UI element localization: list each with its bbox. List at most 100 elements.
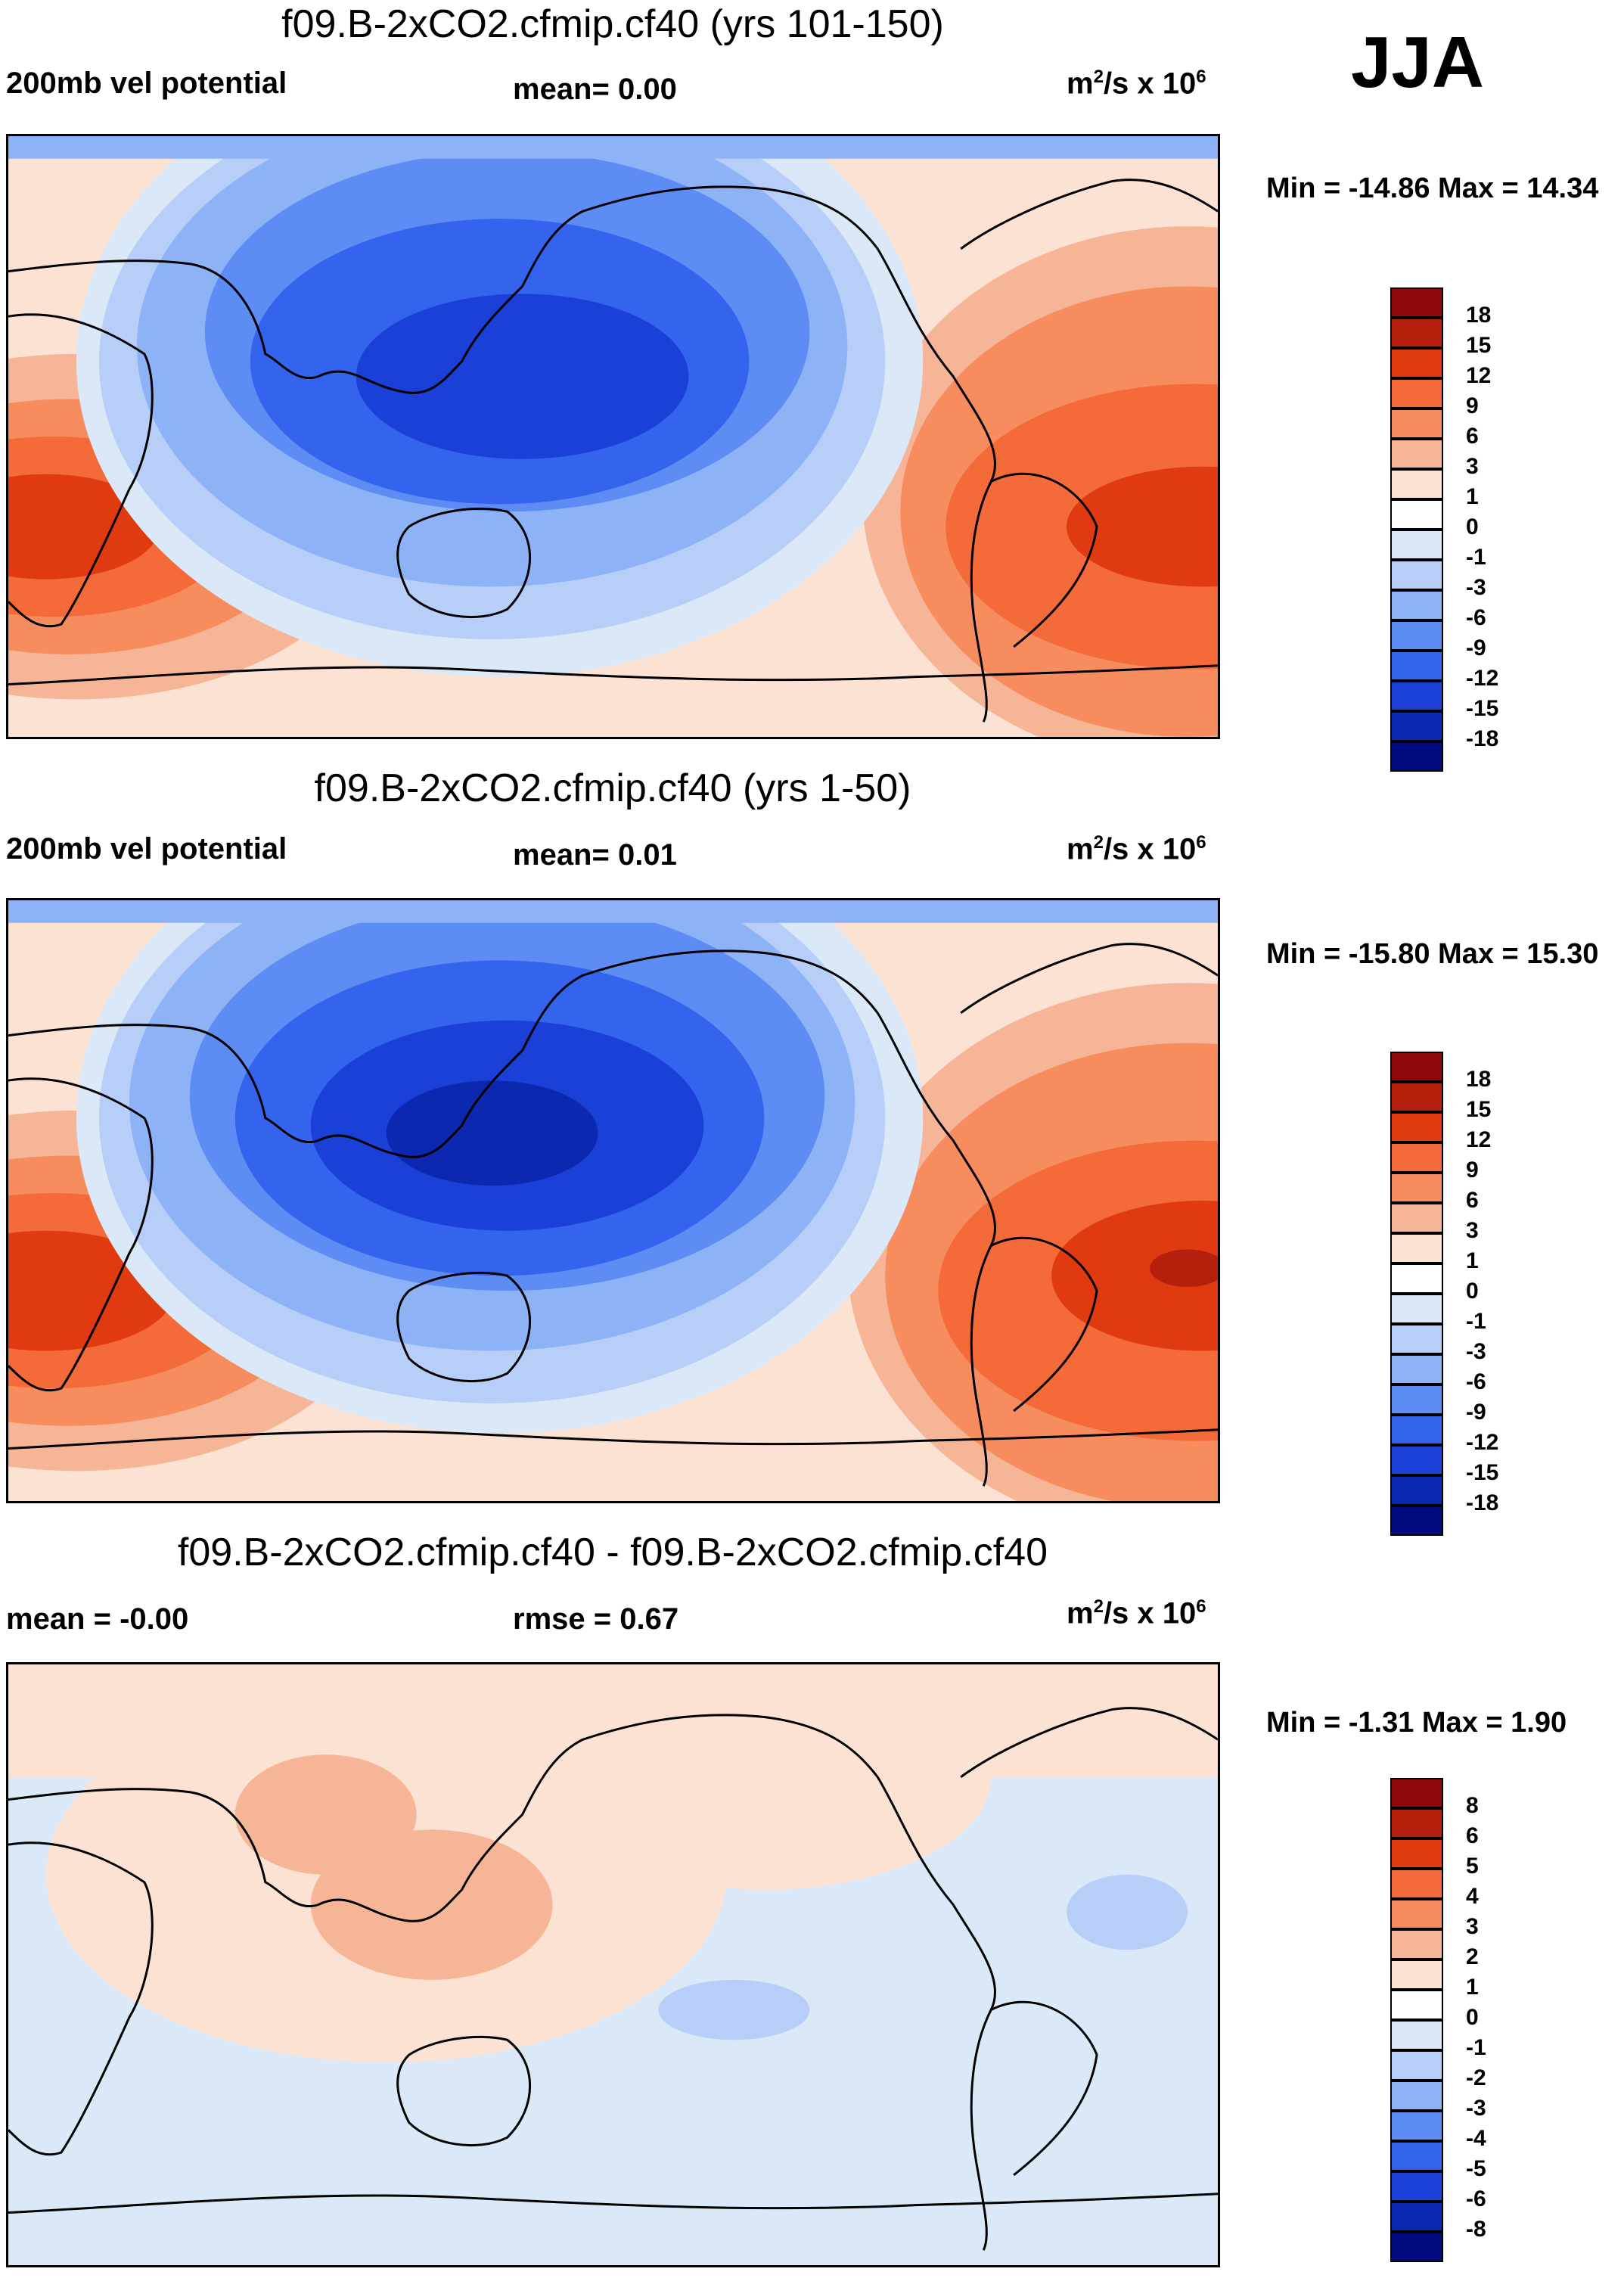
colorbar-tick: 12: [1466, 363, 1492, 388]
colorbar-tick: 9: [1466, 1158, 1479, 1183]
colorbar-tick: 0: [1466, 2005, 1479, 2030]
colorbar-swatch: [1390, 1445, 1443, 1475]
colorbar-tick: -18: [1466, 1490, 1499, 1515]
colorbar-tick: 15: [1466, 333, 1492, 358]
panel-2-map: [6, 898, 1220, 1503]
panel-2-title: f09.B-2xCO2.cfmip.cf40 (yrs 1-50): [314, 766, 911, 810]
colorbar-swatch: [1390, 1869, 1443, 1899]
colorbar-swatch: [1390, 741, 1443, 772]
colorbar-swatch: [1390, 1899, 1443, 1929]
colorbar-swatch: [1390, 378, 1443, 409]
colorbar-swatch: [1390, 1354, 1443, 1385]
panel-1-units: m2/s x 106: [1067, 67, 1206, 101]
colorbar-swatch: [1390, 711, 1443, 741]
colorbar-tick: 18: [1466, 1067, 1492, 1092]
colorbar-swatch: [1390, 1142, 1443, 1173]
colorbar-tick: -1: [1466, 2035, 1486, 2060]
colorbar-tick: -3: [1466, 575, 1486, 600]
colorbar-tick: 18: [1466, 303, 1492, 328]
panel-3-title: f09.B-2xCO2.cfmip.cf40 - f09.B-2xCO2.cfm…: [177, 1531, 1048, 1574]
colorbar-swatch: [1390, 681, 1443, 711]
panel-1-field-label: 200mb vel potential: [6, 67, 287, 100]
colorbar-swatch: [1390, 2141, 1443, 2171]
colorbar-swatch: [1390, 620, 1443, 651]
panel-3-rmse-label: rmse = 0.67: [513, 1602, 679, 1636]
panel-2-units: m2/s x 106: [1067, 832, 1206, 866]
colorbar-tick: -8: [1466, 2217, 1486, 2242]
colorbar-tick: 6: [1466, 1823, 1479, 1848]
colorbar-tick: -6: [1466, 2186, 1486, 2211]
colorbar-tick: 12: [1466, 1127, 1492, 1152]
colorbar-tick: -3: [1466, 2096, 1486, 2121]
colorbar-tick: -9: [1466, 1400, 1486, 1425]
panel-1-minmax: Min = -14.86 Max = 14.34: [1266, 172, 1599, 204]
colorbar-swatch: [1390, 1203, 1443, 1233]
colorbar-swatch: [1390, 2232, 1443, 2262]
colorbar-swatch: [1390, 1233, 1443, 1263]
colorbar-swatch: [1390, 1506, 1443, 1536]
colorbar-tick: 5: [1466, 1854, 1479, 1879]
colorbar-swatch: [1390, 1385, 1443, 1415]
colorbar-tick: 8: [1466, 1793, 1479, 1818]
panel-1-title: f09.B-2xCO2.cfmip.cf40 (yrs 101-150): [281, 2, 944, 46]
panel-2-field-label: 200mb vel potential: [6, 832, 287, 866]
colorbar-swatch: [1390, 1112, 1443, 1142]
colorbar-tick: 15: [1466, 1097, 1492, 1122]
colorbar-tick: -4: [1466, 2126, 1486, 2151]
colorbar-swatch: [1390, 1929, 1443, 1959]
colorbar-swatch: [1390, 1294, 1443, 1324]
colorbar-swatch: [1390, 2050, 1443, 2081]
colorbar-swatch: [1390, 287, 1443, 318]
panel-3-minmax: Min = -1.31 Max = 1.90: [1266, 1707, 1567, 1739]
colorbar-tick: 1: [1466, 484, 1479, 509]
panel-1-map: [6, 134, 1220, 739]
colorbar-swatch: [1390, 1415, 1443, 1445]
colorbar-tick: -9: [1466, 636, 1486, 660]
colorbar-tick: -18: [1466, 726, 1499, 751]
panel-3-units: m2/s x 106: [1067, 1596, 1206, 1630]
colorbar-tick: -12: [1466, 666, 1499, 691]
colorbar-swatch: [1390, 1808, 1443, 1838]
colorbar-swatch: [1390, 2171, 1443, 2202]
colorbar-swatch: [1390, 1959, 1443, 1990]
colorbar-swatch: [1390, 1990, 1443, 2020]
colorbar-tick: -6: [1466, 605, 1486, 630]
colorbar-swatch: [1390, 1324, 1443, 1354]
colorbar-tick: 3: [1466, 1218, 1479, 1243]
colorbar-tick: -15: [1466, 696, 1499, 721]
colorbar-swatch: [1390, 590, 1443, 620]
panel-2-minmax: Min = -15.80 Max = 15.30: [1266, 938, 1599, 970]
colorbar-swatch: [1390, 2081, 1443, 2111]
colorbar-swatch: [1390, 469, 1443, 499]
colorbar-tick: 6: [1466, 424, 1479, 449]
colorbar-swatch: [1390, 1263, 1443, 1294]
colorbar-tick: 3: [1466, 454, 1479, 479]
colorbar-tick: 0: [1466, 1279, 1479, 1304]
colorbar-swatch: [1390, 439, 1443, 469]
colorbar-swatch: [1390, 2020, 1443, 2050]
colorbar-swatch: [1390, 530, 1443, 560]
panel-3-map: [6, 1662, 1220, 2267]
colorbar-swatch: [1390, 409, 1443, 439]
colorbar-swatch: [1390, 318, 1443, 348]
colorbar-tick: 6: [1466, 1188, 1479, 1213]
colorbar-swatch: [1390, 1778, 1443, 1808]
colorbar-tick: 0: [1466, 514, 1479, 539]
colorbar-tick: -2: [1466, 2065, 1486, 2090]
colorbar-tick: -1: [1466, 1309, 1486, 1334]
colorbar-swatch: [1390, 1052, 1443, 1082]
colorbar-tick: 3: [1466, 1914, 1479, 1939]
colorbar-swatch: [1390, 1173, 1443, 1203]
colorbar-tick: 1: [1466, 1975, 1479, 2000]
panel-2-mean-label: mean= 0.01: [513, 838, 677, 872]
colorbar-tick: -12: [1466, 1430, 1499, 1455]
colorbar-tick: -6: [1466, 1369, 1486, 1394]
colorbar-swatch: [1390, 560, 1443, 590]
colorbar-swatch: [1390, 499, 1443, 530]
colorbar-tick: -15: [1466, 1460, 1499, 1485]
colorbar-tick: 4: [1466, 1884, 1479, 1909]
colorbar-swatch: [1390, 2111, 1443, 2141]
colorbar-swatch: [1390, 1082, 1443, 1112]
colorbar-swatch: [1390, 1838, 1443, 1869]
season-label: JJA: [1351, 22, 1485, 103]
